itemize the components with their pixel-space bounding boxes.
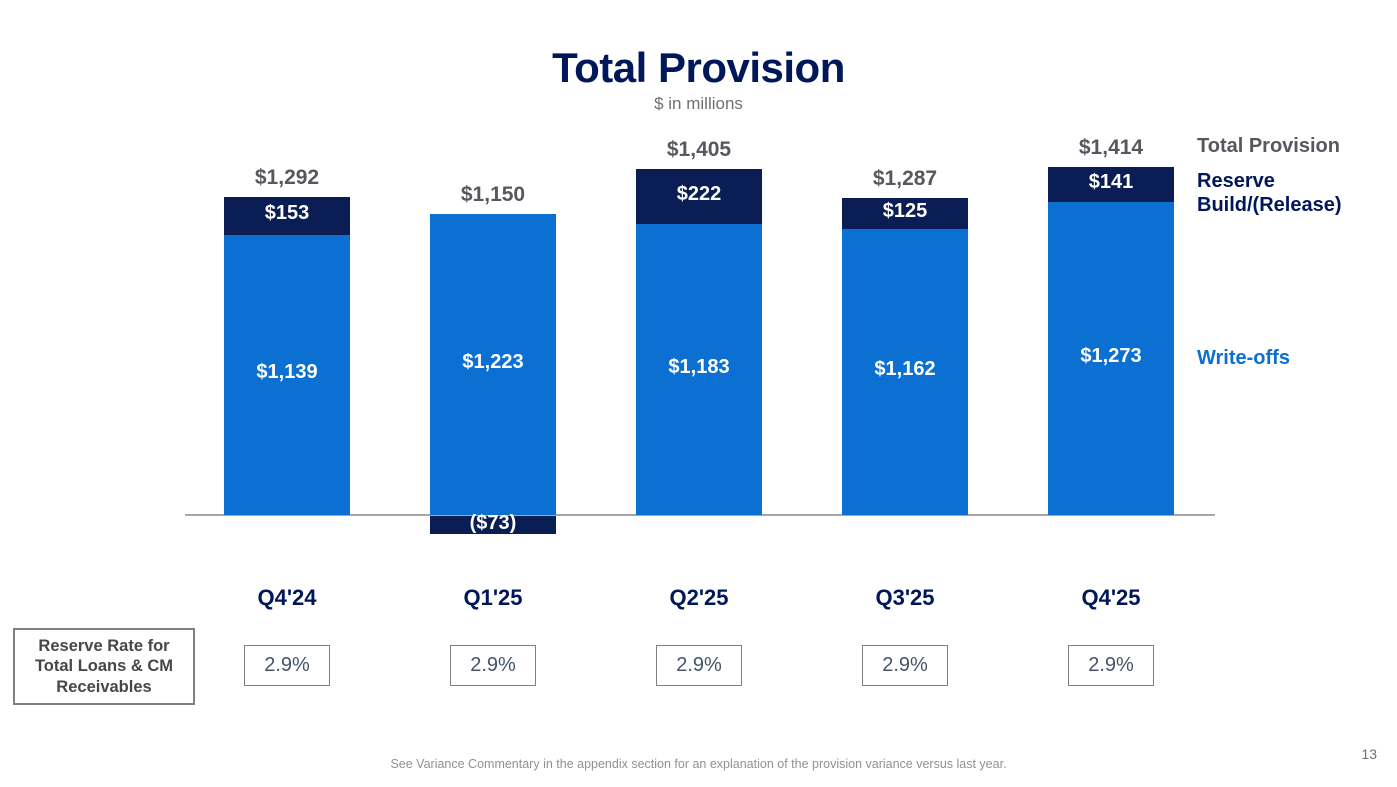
- bar-total-label: $1,414: [1078, 136, 1144, 159]
- legend-total-provision: Total Provision: [1197, 135, 1340, 157]
- bar-total-label: $1,405: [666, 138, 732, 161]
- bar-label-reserve: $125: [882, 199, 928, 222]
- bar-label-reserve: $222: [676, 182, 722, 205]
- x-axis-category-label: Q2'25: [669, 585, 729, 610]
- bar-label-writeoffs: $1,162: [874, 358, 936, 380]
- x-axis-line: [185, 514, 1215, 516]
- bar-segment-writeoffs: [1048, 202, 1174, 515]
- reserve-rate-value-box: 2.9%: [862, 645, 948, 686]
- reserve-rate-value-box: 2.9%: [244, 645, 330, 686]
- bar-label-writeoffs: $1,183: [668, 355, 730, 378]
- footnote: See Variance Commentary in the appendix …: [390, 757, 1007, 771]
- bar-label-reserve-negative: ($73): [469, 512, 517, 534]
- x-axis-category-label: Q4'24: [257, 585, 317, 610]
- reserve-rate-value-box: 2.9%: [656, 645, 742, 686]
- legend-reserve-build-release: Reserve Build/(Release): [1197, 170, 1342, 216]
- bar-segment-reserve-negative: [430, 516, 556, 534]
- bar-label-reserve: $153: [264, 202, 310, 224]
- bar-label-writeoffs: $1,223: [462, 350, 524, 373]
- legend-write-offs: Write-offs: [1197, 347, 1290, 369]
- bar-total-label: $1,150: [460, 183, 526, 206]
- bar-segment-writeoffs: [224, 235, 350, 515]
- bar-total-label: $1,292: [254, 166, 320, 189]
- bar-segment-reserve: [224, 197, 350, 235]
- bar-segment-writeoffs: [636, 224, 762, 515]
- bar-label-writeoffs: $1,139: [256, 361, 318, 383]
- bar-label-writeoffs: $1,273: [1080, 344, 1142, 367]
- bar-segment-reserve: [636, 169, 762, 224]
- bar-total-label: $1,287: [872, 167, 938, 190]
- page-number: 13: [1361, 746, 1377, 762]
- reserve-rate-label: Reserve Rate for Total Loans & CM Receiv…: [34, 636, 174, 696]
- page-title: Total Provision: [552, 44, 845, 91]
- bar-label-reserve: $141: [1088, 170, 1134, 193]
- reserve-rate-value-box: 2.9%: [1068, 645, 1154, 686]
- reserve-rate-label-box: Reserve Rate for Total Loans & CM Receiv…: [13, 628, 195, 705]
- bar-segment-writeoffs: [430, 214, 556, 515]
- bar-segment-reserve: [842, 198, 968, 229]
- x-axis-category-label: Q3'25: [875, 585, 935, 610]
- x-axis-category-label: Q1'25: [463, 585, 523, 610]
- bar-segment-writeoffs: [842, 229, 968, 515]
- bar-segment-reserve: [1048, 167, 1174, 202]
- x-axis-category-label: Q4'25: [1081, 585, 1141, 610]
- reserve-rate-value-box: 2.9%: [450, 645, 536, 686]
- units-subtitle: $ in millions: [654, 94, 743, 113]
